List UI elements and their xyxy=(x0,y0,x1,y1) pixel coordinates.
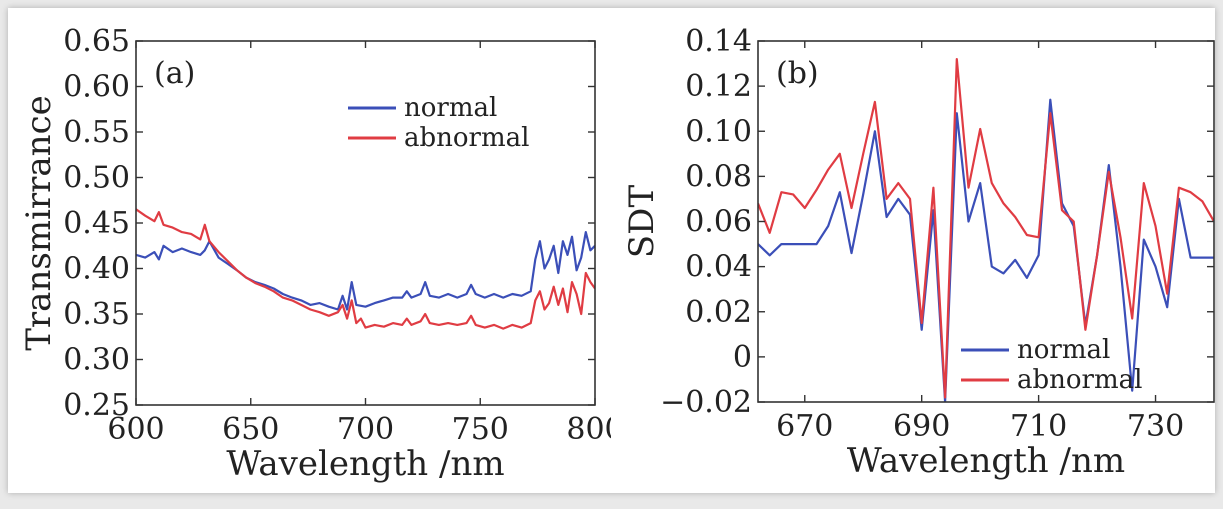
y-tick-label: 0.25 xyxy=(63,388,130,423)
legend-label-abnormal: abnormal xyxy=(1017,365,1142,395)
y-tick-label: 0.50 xyxy=(63,161,130,196)
x-tick-label: 650 xyxy=(222,412,279,447)
x-axis-title: Wavelength /nm xyxy=(847,441,1125,481)
series-line-normal xyxy=(136,231,595,311)
series-line-abnormal xyxy=(136,208,595,330)
panel-label: (b) xyxy=(776,56,819,91)
y-tick-label: 0.10 xyxy=(685,114,752,149)
y-tick-label: 0.04 xyxy=(685,250,752,285)
legend-label-normal: normal xyxy=(1017,335,1110,365)
x-tick-label: 730 xyxy=(1127,409,1184,444)
y-tick-label: 0.45 xyxy=(63,206,130,241)
series-line-abnormal xyxy=(758,57,1214,399)
y-tick-label: 0 xyxy=(733,340,752,375)
y-tick-label: 0.08 xyxy=(685,159,752,194)
panel-label: (a) xyxy=(154,56,195,91)
y-tick-label: 0.14 xyxy=(685,24,752,59)
y-tick-label: 0.02 xyxy=(685,295,752,330)
x-tick-label: 710 xyxy=(1010,409,1067,444)
figure-frame: 600 650 700 750 800 0.25 0.30 0.35 0.40 0.45 0.50 0… xyxy=(8,8,1215,493)
chart-a: 600 650 700 750 800 0.25 0.30 0.35 0.40 0.45 0.50 0… xyxy=(19,24,611,484)
x-tick-label: 600 xyxy=(107,412,164,447)
y-tick-label: 0.60 xyxy=(63,70,130,105)
y-tick-label: 0.30 xyxy=(63,343,130,378)
y-tick-label: −0.02 xyxy=(660,385,752,420)
y-tick-label: 0.35 xyxy=(63,297,130,332)
plot-area-frame xyxy=(135,40,596,406)
y-tick-label: 0.12 xyxy=(685,69,752,104)
legend-label-normal: normal xyxy=(404,93,497,123)
chart-b: 670 690 710 730 −0.02 0 0.02 0.04 0.06 0.08 0.10 0.… xyxy=(622,24,1215,481)
x-tick-label: 690 xyxy=(893,409,950,444)
y-axis-title: SDT xyxy=(622,185,662,259)
y-axis-title: Transmirrance xyxy=(19,95,59,351)
x-tick-label: 700 xyxy=(337,412,394,447)
y-tick-label: 0.40 xyxy=(63,252,130,287)
y-tick-label: 0.06 xyxy=(685,205,752,240)
x-tick-label: 750 xyxy=(452,412,509,447)
legend-label-abnormal: abnormal xyxy=(404,123,529,153)
series-line-normal xyxy=(758,98,1214,402)
x-axis-title: Wavelength /nm xyxy=(226,444,504,484)
x-tick-label: 800 xyxy=(566,412,611,447)
y-tick-label: 0.65 xyxy=(63,24,130,59)
y-tick-label: 0.55 xyxy=(63,115,130,150)
x-tick-label: 670 xyxy=(776,409,833,444)
